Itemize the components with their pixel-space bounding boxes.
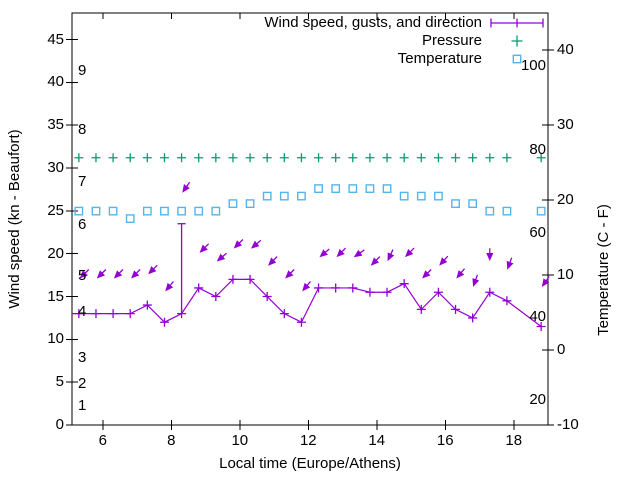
temperature-square-legend-icon — [512, 54, 522, 64]
beaufort-scale-label: 1 — [78, 397, 87, 415]
beaufort-scale-label: 4 — [78, 302, 87, 320]
x-tick-label: 8 — [167, 432, 176, 449]
beaufort-scale-label: 9 — [78, 62, 87, 80]
fahrenheit-scale-label: 40 — [529, 307, 546, 325]
x-tick-label: 6 — [98, 432, 107, 449]
y-right-tick-label: -10 — [557, 416, 579, 433]
plot-frame — [71, 12, 549, 426]
y-left-tick-label: 35 — [47, 116, 64, 134]
y-left-tick-label: 40 — [47, 73, 64, 91]
y-right-tick-label: 30 — [557, 115, 574, 133]
y-left-tick-label: 25 — [47, 201, 64, 219]
y-right-tick-label: 10 — [557, 265, 574, 283]
legend-label-pressure: Pressure — [421, 32, 482, 49]
legend-label-wind: Wind speed, gusts, and direction — [264, 14, 482, 31]
x-axis-title: Local time (Europe/Athens) — [219, 455, 401, 472]
y-left-tick-label: 45 — [47, 30, 64, 48]
beaufort-scale-label: 6 — [78, 216, 87, 234]
axis-ticks — [66, 13, 554, 430]
wind-errorbar-legend-icon — [490, 18, 544, 28]
fahrenheit-scale-label: 60 — [529, 224, 546, 242]
y-right-axis-title: Temperature (C - F) — [595, 204, 612, 336]
fahrenheit-scale-label: 80 — [529, 140, 546, 158]
y-right-tick-label: 40 — [557, 40, 574, 58]
temperature-series — [74, 184, 546, 224]
pressure-plus-legend-icon — [511, 35, 523, 47]
beaufort-scale-label: 7 — [78, 172, 87, 190]
y-right-tick-label: 20 — [557, 190, 574, 208]
beaufort-scale-label: 2 — [78, 374, 87, 392]
y-left-tick-label: 0 — [55, 416, 64, 433]
wind-direction-arrows — [79, 181, 550, 292]
x-tick-label: 18 — [505, 432, 523, 449]
y-left-tick-label: 15 — [47, 287, 64, 305]
x-tick-label: 14 — [368, 432, 386, 449]
y-left-tick-label: 30 — [47, 159, 64, 177]
x-tick-label: 16 — [436, 432, 454, 449]
y-left-tick-label: 10 — [47, 330, 64, 348]
x-tick-label: 10 — [231, 432, 249, 449]
fahrenheit-scale-label: 100 — [520, 57, 546, 75]
y-left-tick-label: 5 — [55, 373, 64, 391]
beaufort-scale-label: 5 — [78, 266, 87, 284]
fahrenheit-scale-label: 20 — [529, 390, 546, 408]
beaufort-scale-label: 8 — [78, 121, 87, 139]
wind-series — [72, 223, 546, 331]
x-tick-label: 12 — [299, 432, 317, 449]
y-right-tick-label: 0 — [557, 340, 566, 358]
y-left-axis-title: Wind speed (kn - Beaufort) — [6, 129, 23, 309]
y-left-tick-label: 20 — [47, 244, 64, 262]
beaufort-scale-label: 3 — [78, 349, 87, 367]
pressure-series — [74, 153, 546, 163]
legend-label-temperature: Temperature — [397, 50, 482, 67]
